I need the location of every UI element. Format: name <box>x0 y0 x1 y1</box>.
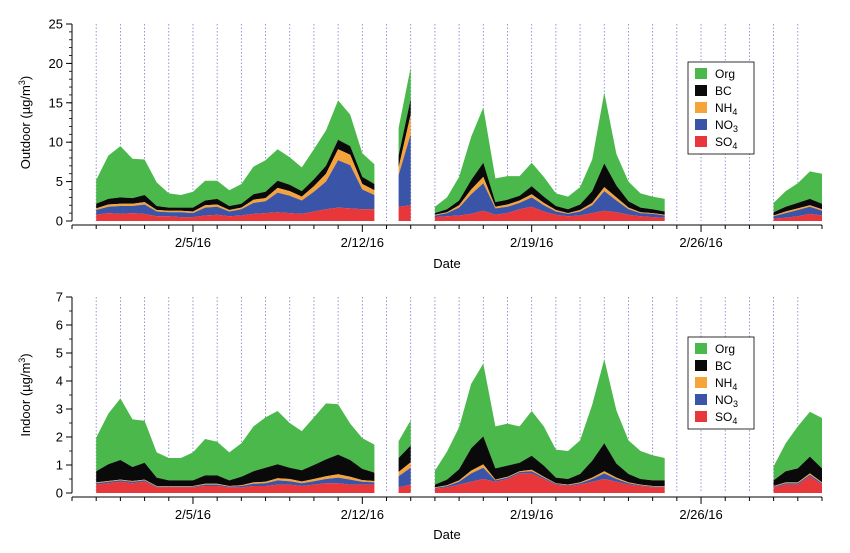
series-area-no3 <box>398 467 411 488</box>
y-tick-label: 6 <box>56 318 63 333</box>
series-area-org <box>434 92 665 214</box>
legend-label-no3: NO3 <box>715 393 738 409</box>
chart-panel-indoor: 0 1 2 3 4 5 6 7 2/5/16 2/12/16 2/19/16 2/26/16 Date I… <box>17 290 823 542</box>
legend-label-bc: BC <box>715 84 732 98</box>
gridlines <box>95 297 799 493</box>
series-area-bc <box>773 198 822 216</box>
series-area-nh4 <box>96 149 375 214</box>
x-tick-label: 2/19/16 <box>510 507 553 522</box>
series-area-bc <box>773 456 822 486</box>
y-tick-label: 7 <box>56 290 63 305</box>
y-tick-label: 10 <box>49 135 63 150</box>
legend-swatch-nh4 <box>695 377 707 388</box>
series-area-org <box>96 100 375 208</box>
x-tick-label: 2/12/16 <box>341 235 384 250</box>
series-area-so4 <box>398 205 411 221</box>
series-area-bc <box>96 139 375 212</box>
y-tick-label: 0 <box>56 214 63 229</box>
series-area-no3 <box>398 134 411 207</box>
x-tick-label: 2/19/16 <box>510 235 553 250</box>
series-area-nh4 <box>434 176 665 216</box>
series-area-org <box>398 67 411 156</box>
data-areas <box>96 359 822 493</box>
series-area-so4 <box>96 207 375 221</box>
legend-label-no3: NO3 <box>715 118 738 134</box>
series-area-no3 <box>96 160 375 218</box>
series-area-bc <box>434 162 665 215</box>
series-area-bc <box>398 445 411 472</box>
series-area-nh4 <box>398 462 411 477</box>
y-tick-label: 3 <box>56 402 63 417</box>
x-tick-label: 2/12/16 <box>341 507 384 522</box>
series-area-bc <box>398 98 411 168</box>
legend-label-so4: SO4 <box>715 410 737 426</box>
series-area-org <box>398 420 411 458</box>
series-area-no3 <box>773 206 822 219</box>
y-tick-label: 15 <box>49 95 63 110</box>
legend-swatch-bc <box>695 360 707 371</box>
legend-label-so4: SO4 <box>715 135 737 151</box>
axes: 0 5 10 15 20 25 2/5/16 2/12/16 2/19/16 2/26/16 <box>49 17 823 250</box>
series-area-org <box>96 398 375 481</box>
x-tick-label: 2/26/16 <box>679 235 722 250</box>
series-area-no3 <box>434 467 665 489</box>
y-tick-label: 1 <box>56 458 63 473</box>
legend-label-bc: BC <box>715 359 732 373</box>
series-area-nh4 <box>398 114 411 176</box>
series-area-no3 <box>96 477 375 488</box>
series-area-org <box>773 411 822 481</box>
legend-swatch-so4 <box>695 136 707 147</box>
series-area-so4 <box>434 473 665 493</box>
series-area-so4 <box>96 481 375 493</box>
legend-label-org: Org <box>715 342 735 356</box>
series-area-so4 <box>398 484 411 493</box>
y-tick-label: 5 <box>56 346 63 361</box>
series-area-no3 <box>773 474 822 488</box>
legend-swatch-org <box>695 343 707 354</box>
legend-swatch-bc <box>695 85 707 96</box>
y-tick-label: 4 <box>56 374 63 389</box>
series-area-so4 <box>434 206 665 221</box>
legend-swatch-nh4 <box>695 102 707 113</box>
x-tick-label: 2/26/16 <box>679 507 722 522</box>
x-tick-label: 2/5/16 <box>175 507 211 522</box>
series-area-so4 <box>773 213 822 221</box>
series-area-no3 <box>434 183 665 218</box>
y-axis-title: Outdoor (µg/m3) <box>17 76 33 169</box>
y-tick-label: 20 <box>49 56 63 71</box>
x-tick-label: 2/5/16 <box>175 235 211 250</box>
x-axis-title: Date <box>433 256 460 271</box>
y-tick-label: 2 <box>56 430 63 445</box>
legend-label-org: Org <box>715 67 735 81</box>
series-area-org <box>434 359 665 485</box>
legend-swatch-org <box>695 68 707 79</box>
axes: 0 1 2 3 4 5 6 7 2/5/16 2/12/16 2/19/16 2/26/16 <box>56 290 823 522</box>
y-tick-label: 25 <box>49 17 63 32</box>
y-axis-title: Indoor (µg/m3) <box>17 353 33 436</box>
series-area-bc <box>96 454 375 486</box>
legend-swatch-so4 <box>695 411 707 422</box>
y-tick-label: 5 <box>56 174 63 189</box>
legend-swatch-no3 <box>695 119 707 130</box>
series-area-so4 <box>773 476 822 493</box>
y-tick-label: 0 <box>56 486 63 501</box>
series-area-org <box>773 171 822 213</box>
legend-label-nh4: NH4 <box>715 376 737 392</box>
chart-panel-outdoor: 0 5 10 15 20 25 2/5/16 2/12/16 2/19/16 2/26/16 Dat… <box>17 17 823 271</box>
legend-swatch-no3 <box>695 394 707 405</box>
data-areas <box>96 67 822 221</box>
x-axis-title: Date <box>433 527 460 542</box>
series-area-bc <box>434 436 665 488</box>
legend-label-nh4: NH4 <box>715 101 737 117</box>
